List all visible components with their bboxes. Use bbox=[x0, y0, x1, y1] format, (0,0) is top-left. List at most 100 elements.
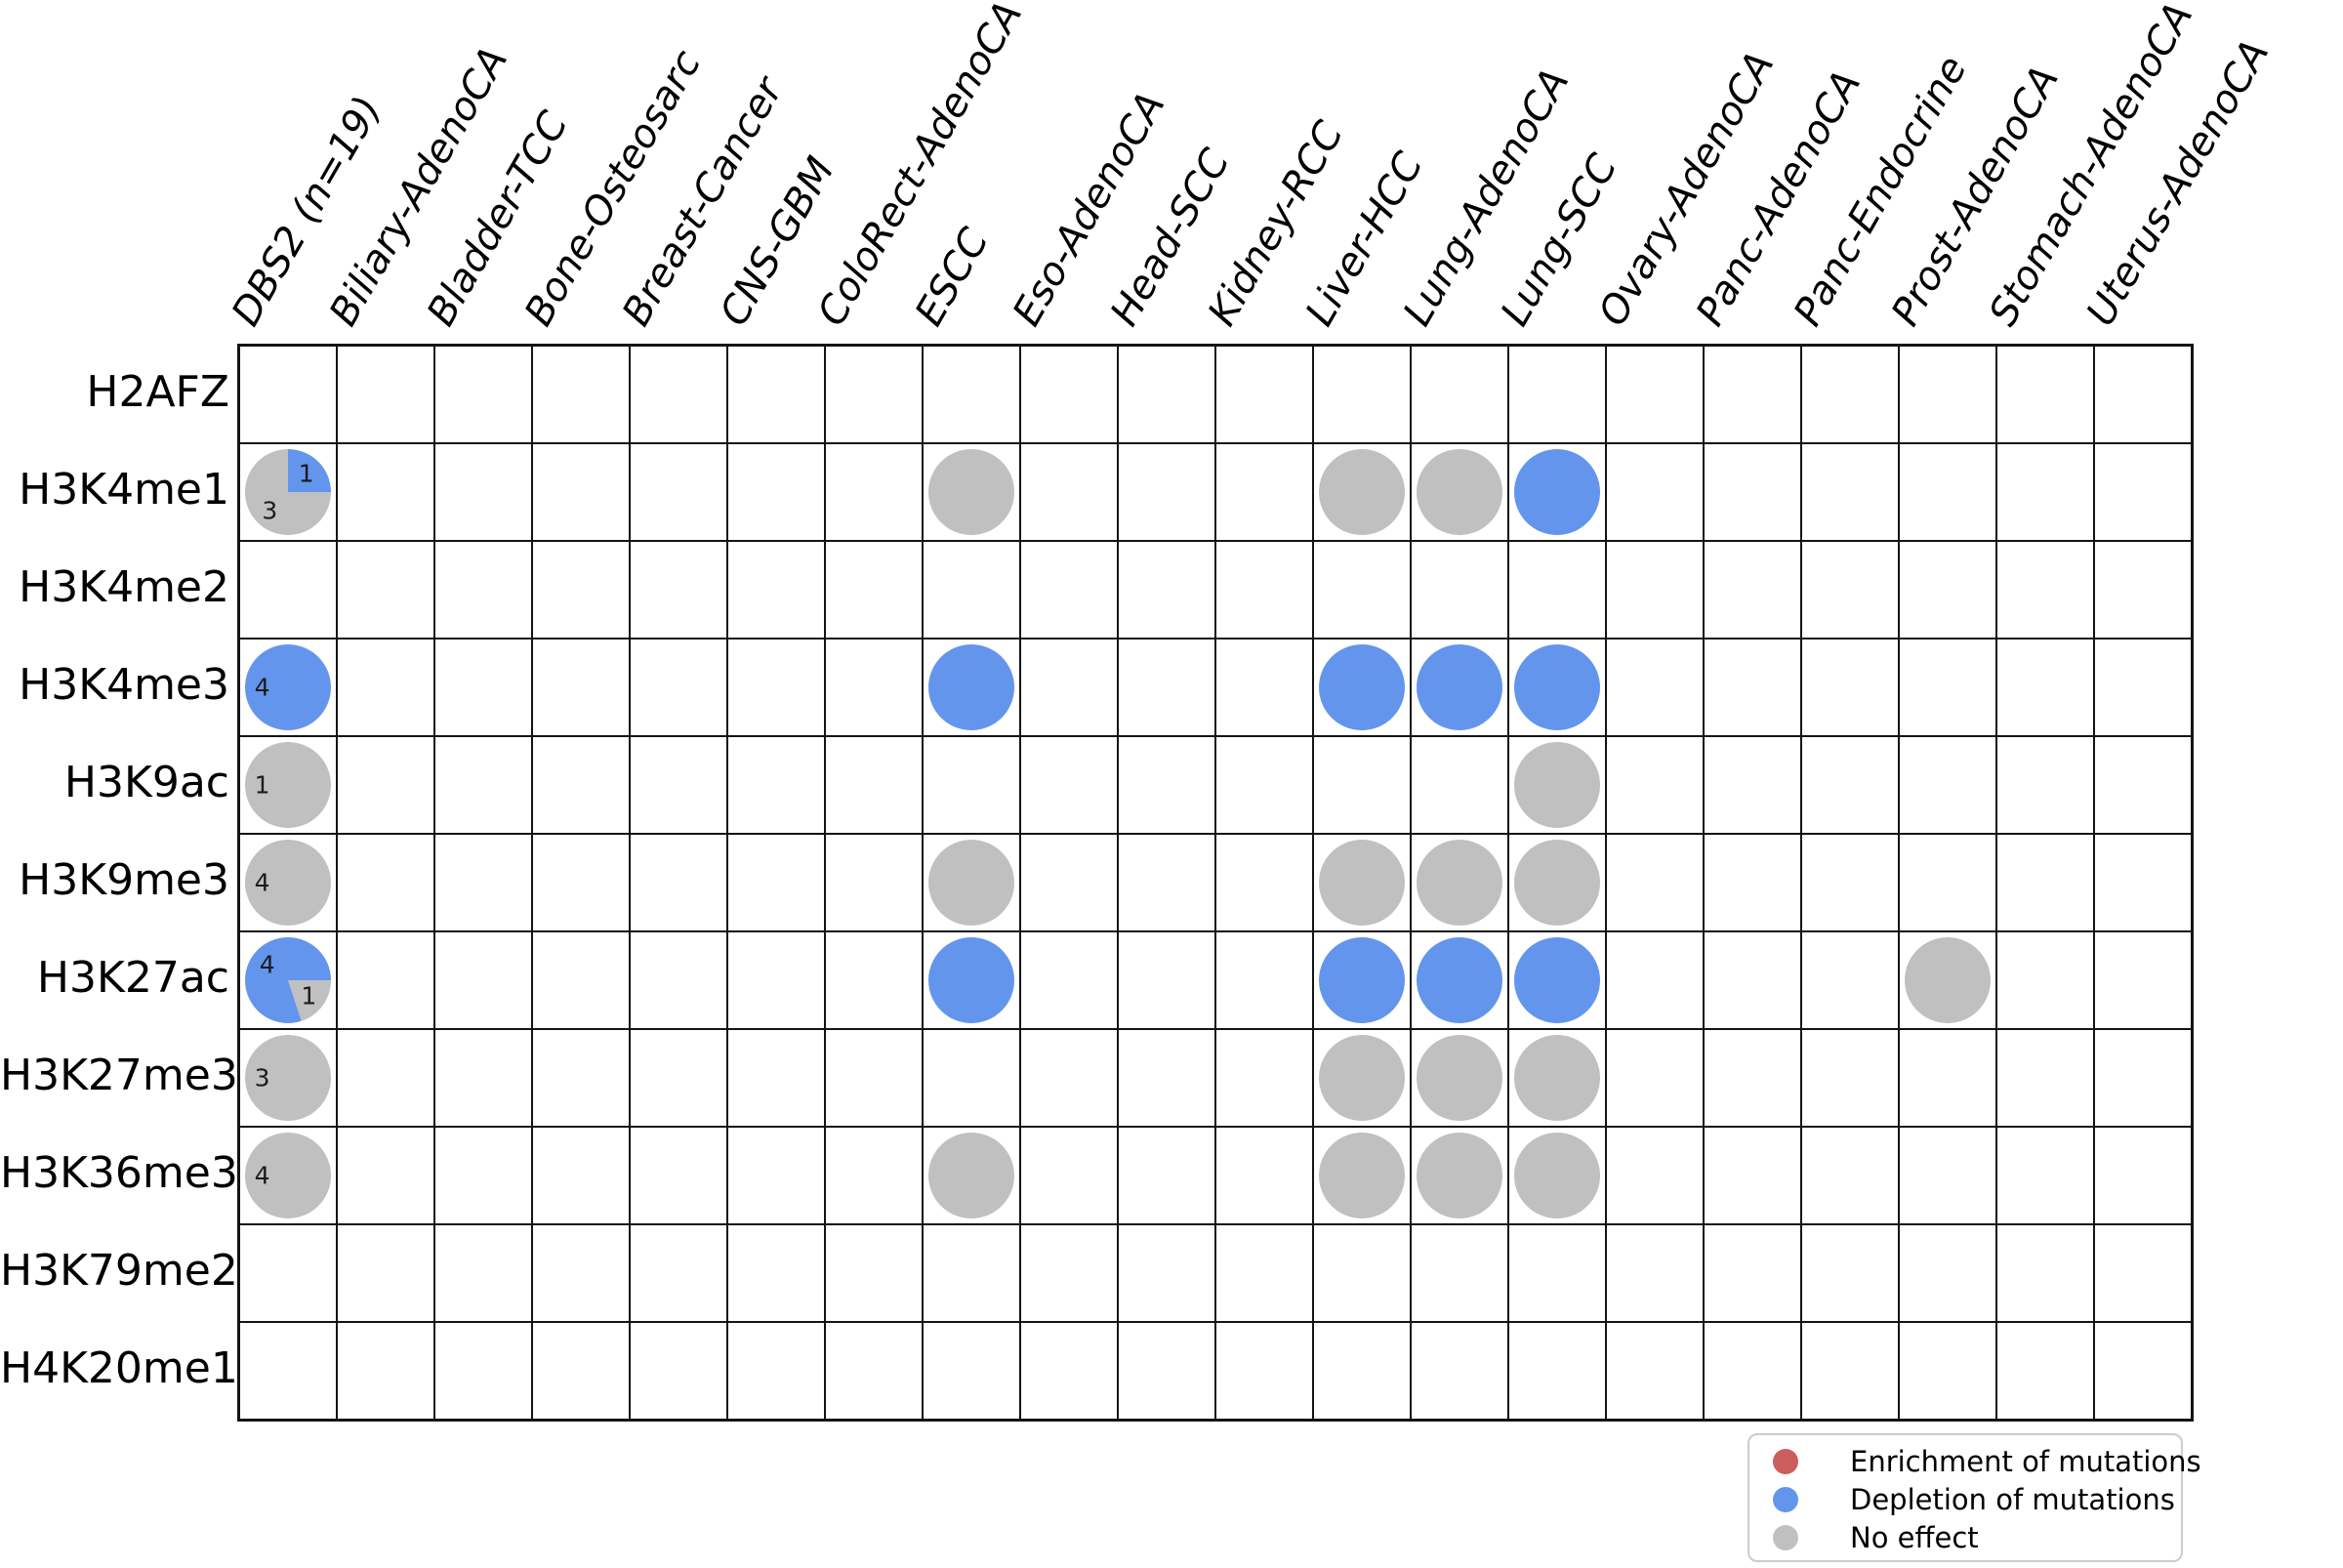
grid-cell bbox=[630, 443, 727, 541]
grid-cell bbox=[532, 931, 630, 1029]
legend-row-depletion: Depletion of mutations bbox=[1749, 1480, 2181, 1518]
grid-cell bbox=[1215, 541, 1313, 639]
grid-cell bbox=[1215, 346, 1313, 443]
effect-dot bbox=[928, 840, 1014, 926]
grid-cell bbox=[1411, 541, 1508, 639]
grid-cell bbox=[1899, 931, 1996, 1029]
grid-cell bbox=[1020, 1127, 1118, 1224]
grid-cell bbox=[1996, 931, 2094, 1029]
legend-label-enrichment: Enrichment of mutations bbox=[1850, 1444, 2201, 1478]
grid-cell bbox=[1313, 1224, 1411, 1322]
grid-cell bbox=[727, 736, 825, 834]
grid-cell bbox=[1704, 931, 1801, 1029]
grid-cell bbox=[630, 541, 727, 639]
effect-dot bbox=[1514, 1035, 1600, 1121]
grid-cell bbox=[1508, 834, 1606, 931]
grid-cell bbox=[1118, 443, 1215, 541]
grid-cell bbox=[1411, 931, 1508, 1029]
grid-cell bbox=[1508, 639, 1606, 736]
legend-label-depletion: Depletion of mutations bbox=[1850, 1482, 2175, 1516]
grid-cell bbox=[923, 1322, 1020, 1420]
grid-cell bbox=[727, 541, 825, 639]
grid-cell bbox=[337, 736, 434, 834]
grid-cell bbox=[1996, 639, 2094, 736]
grid-cell bbox=[1899, 443, 1996, 541]
grid-cell bbox=[2094, 1224, 2192, 1322]
grid-cell bbox=[825, 834, 923, 931]
grid-cell bbox=[1313, 541, 1411, 639]
grid-cell bbox=[1020, 443, 1118, 541]
effect-dot bbox=[1514, 449, 1600, 535]
grid-cell bbox=[1215, 931, 1313, 1029]
grid-cell bbox=[337, 541, 434, 639]
grid-cell bbox=[337, 1322, 434, 1420]
grid-cell bbox=[825, 931, 923, 1029]
grid-cell bbox=[2094, 1029, 2192, 1127]
grid-cell bbox=[1411, 834, 1508, 931]
grid-cell bbox=[1704, 639, 1801, 736]
grid-cell bbox=[1215, 736, 1313, 834]
effect-dot bbox=[1319, 937, 1405, 1023]
grid-cell bbox=[1801, 834, 1899, 931]
grid-cell bbox=[727, 1322, 825, 1420]
grid-cell bbox=[1411, 1029, 1508, 1127]
grid-cell bbox=[727, 346, 825, 443]
grid-cell bbox=[337, 639, 434, 736]
pie-count-label: 1 bbox=[298, 459, 314, 488]
grid-cell bbox=[532, 736, 630, 834]
grid-cell bbox=[1606, 639, 1704, 736]
column-header: Biliary-AdenoCA bbox=[320, 39, 517, 334]
grid-cell bbox=[1899, 1322, 1996, 1420]
grid-cell bbox=[1411, 639, 1508, 736]
grid-cell bbox=[1020, 541, 1118, 639]
grid-cell bbox=[1118, 346, 1215, 443]
legend: Enrichment of mutations Depletion of mut… bbox=[1747, 1433, 2201, 1562]
pie-count-label: 3 bbox=[254, 1063, 270, 1093]
grid-cell bbox=[434, 1127, 532, 1224]
grid-cell bbox=[630, 1127, 727, 1224]
grid-cell bbox=[1215, 834, 1313, 931]
row-label: H3K9ac bbox=[63, 758, 229, 807]
grid-cell bbox=[1508, 1224, 1606, 1322]
grid-cell bbox=[727, 1029, 825, 1127]
grid-cell bbox=[923, 736, 1020, 834]
pie-count-label: 4 bbox=[254, 868, 270, 897]
effect-dot bbox=[1514, 937, 1600, 1023]
grid-cell bbox=[337, 1029, 434, 1127]
grid-cell bbox=[1704, 1127, 1801, 1224]
grid-cell bbox=[1508, 443, 1606, 541]
pie-count-label: 4 bbox=[254, 1161, 270, 1190]
row-label: H2AFZ bbox=[86, 367, 229, 417]
grid-cell bbox=[434, 346, 532, 443]
grid-cell bbox=[1606, 443, 1704, 541]
grid-cell bbox=[239, 1322, 337, 1420]
grid-cell bbox=[1411, 346, 1508, 443]
grid-cell bbox=[825, 541, 923, 639]
grid-cell bbox=[727, 834, 825, 931]
column-header: ColoRect-AdenoCA bbox=[808, 0, 1032, 334]
pie-count-label: 4 bbox=[254, 673, 270, 702]
grid-cell bbox=[1411, 1322, 1508, 1420]
column-header: Bone-Osteosarc bbox=[515, 42, 711, 334]
pie-chart: 4 bbox=[245, 840, 331, 926]
grid-cell bbox=[1313, 736, 1411, 834]
grid-cell bbox=[1606, 834, 1704, 931]
pie-count-label: 1 bbox=[301, 981, 317, 1011]
grid-cell bbox=[1411, 443, 1508, 541]
grid-cell bbox=[1801, 1322, 1899, 1420]
grid-cell bbox=[923, 834, 1020, 931]
row-label: H4K20me1 bbox=[0, 1343, 238, 1393]
grid-cell bbox=[825, 346, 923, 443]
row-label: H3K79me2 bbox=[0, 1246, 238, 1296]
grid-cell bbox=[923, 1127, 1020, 1224]
effect-dot bbox=[1319, 840, 1405, 926]
grid-cell bbox=[2094, 1127, 2192, 1224]
grid-cell bbox=[337, 1224, 434, 1322]
grid-cell bbox=[630, 736, 727, 834]
grid-cell bbox=[1020, 736, 1118, 834]
grid-cell bbox=[1899, 541, 1996, 639]
grid-cell bbox=[1215, 443, 1313, 541]
grid-cell bbox=[532, 1322, 630, 1420]
